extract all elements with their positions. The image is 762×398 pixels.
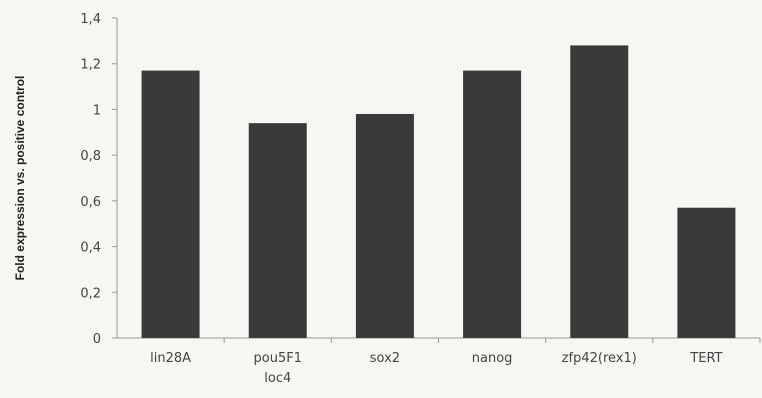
x-tick-label: sox2	[370, 351, 400, 366]
bar-tert	[677, 207, 736, 338]
x-tick-label: zfp42(rex1)	[562, 351, 637, 366]
y-tick-label: 0,2	[80, 286, 101, 301]
y-tick-label: 0,8	[80, 149, 101, 164]
axes: 0 0,2 0,4 0,6 0,8 1 1,2 1,4	[80, 12, 761, 347]
y-tick-label: 1,4	[80, 12, 101, 27]
bar-sox2	[355, 114, 414, 338]
y-tick-label: 0,6	[80, 195, 101, 210]
x-tick-labels: lin28A pou5F1 loc4 sox2 nanog zfp42(rex1) TERT	[150, 351, 722, 386]
y-tick-label: 0	[93, 332, 101, 347]
y-tick-label: 1	[93, 103, 101, 118]
bar-nanog	[463, 70, 522, 339]
bar-pou5f1-loc4	[248, 123, 307, 339]
y-axis-label: Fold expression vs. positive control	[13, 76, 27, 281]
x-tick-label: pou5F1 loc4	[254, 351, 302, 386]
x-tick-label: nanog	[472, 351, 513, 366]
bar-zfp42-rex1	[570, 45, 629, 339]
x-tick-label: lin28A	[150, 351, 191, 366]
y-tick-label: 1,2	[80, 58, 101, 73]
x-tick-label: TERT	[689, 351, 722, 366]
bars	[141, 45, 736, 339]
y-tick-label: 0,4	[80, 241, 101, 256]
bar-lin28a	[141, 70, 200, 339]
